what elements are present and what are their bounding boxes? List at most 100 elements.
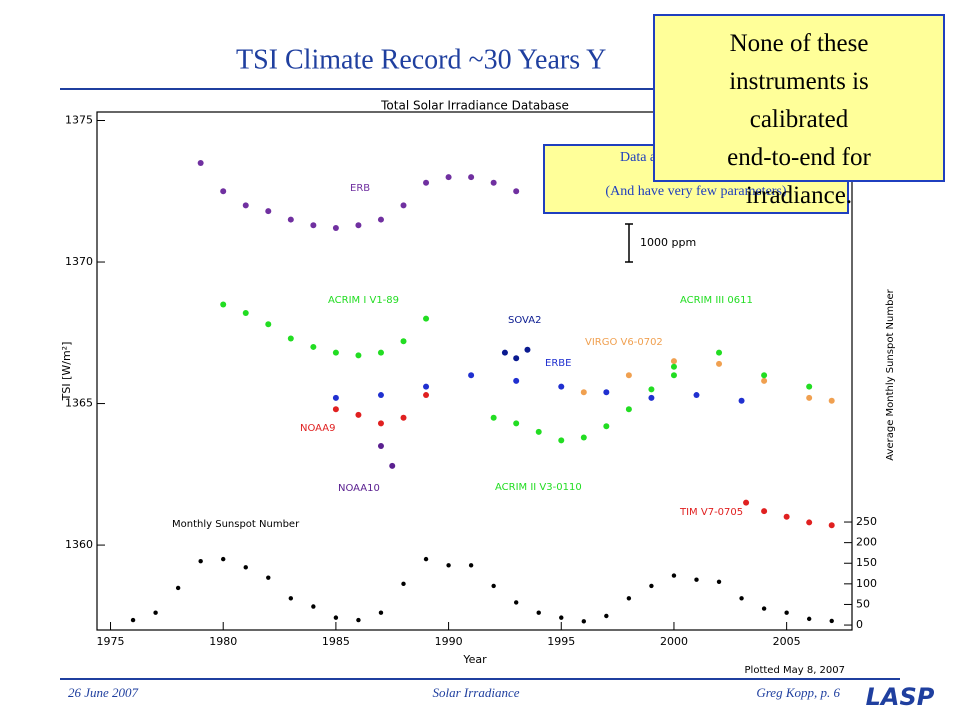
data-point (401, 581, 406, 587)
data-point (625, 406, 632, 413)
slide-title: TSI Climate Record ~30 Years Y (236, 44, 606, 75)
data-point (625, 372, 632, 379)
data-point (265, 208, 272, 215)
data-point (828, 397, 835, 404)
data-point (242, 202, 249, 209)
data-point (806, 616, 812, 622)
data-point (242, 309, 249, 316)
y-tick-label: 1365 (65, 397, 93, 410)
data-point (400, 202, 407, 209)
data-point (332, 394, 339, 401)
y-axis-label: TSI [W/m²] (60, 342, 73, 402)
data-point (603, 423, 610, 430)
data-point (806, 394, 813, 401)
footer-center: Solar Irradiance (432, 685, 519, 700)
data-point (501, 349, 508, 356)
data-point (423, 315, 430, 322)
data-point (198, 558, 203, 564)
data-point (559, 615, 564, 620)
data-point (288, 596, 294, 601)
x-tick-label: 1995 (547, 635, 575, 648)
data-point (603, 389, 610, 396)
data-point (513, 188, 520, 195)
data-point (513, 600, 519, 605)
data-point (355, 352, 362, 359)
data-point (468, 563, 474, 568)
series-label: ERB (350, 183, 370, 194)
scale-bracket (625, 223, 633, 263)
data-point (287, 216, 294, 223)
data-point (355, 222, 362, 229)
data-point (670, 358, 677, 365)
scale-annotation: 1000 ppm (640, 236, 696, 249)
data-point (377, 216, 384, 223)
data-point (580, 434, 587, 441)
data-point (649, 583, 654, 589)
series-label: ERBE (545, 358, 571, 369)
y-tick-label: 1360 (65, 538, 93, 551)
data-point (377, 392, 384, 399)
data-point (558, 383, 565, 390)
data-point (761, 508, 768, 515)
footer-left: 26 June 2007 (68, 685, 139, 700)
data-point (648, 394, 655, 401)
data-point (490, 179, 497, 186)
data-point (558, 437, 565, 444)
data-point (761, 377, 768, 384)
y-tick-label: 1370 (65, 255, 93, 268)
series-label: NOAA10 (338, 483, 380, 494)
y2-tick-label: 150 (856, 556, 877, 569)
data-point (130, 617, 136, 623)
y2-tick-label: 100 (856, 577, 877, 590)
data-point (287, 335, 294, 342)
data-point (332, 225, 339, 232)
data-point (446, 563, 451, 568)
y2-axis-label: Average Monthly Sunspot Number (885, 288, 896, 460)
x-tick-label: 1975 (97, 635, 125, 648)
data-point (332, 349, 339, 356)
data-point (400, 338, 407, 345)
data-point (604, 613, 609, 619)
series-label: ACRIM III 0611 (680, 295, 753, 306)
data-point (581, 619, 587, 624)
y2-tick-label: 0 (856, 618, 863, 631)
data-point (670, 372, 677, 379)
data-point (761, 606, 767, 611)
data-point (265, 321, 272, 328)
y2-tick-label: 50 (856, 597, 870, 610)
data-point (648, 386, 655, 393)
data-point (513, 355, 520, 362)
data-point (221, 556, 226, 562)
data-point (670, 363, 677, 370)
x-tick-label: 1990 (435, 635, 463, 648)
data-point (524, 346, 531, 353)
data-point (806, 519, 813, 526)
data-point (694, 577, 699, 582)
chart-title: Total Solar Irradiance Database (380, 99, 569, 113)
data-point (743, 499, 750, 506)
data-point (536, 610, 541, 615)
data-point (445, 174, 452, 181)
data-point (423, 179, 430, 186)
plot-frame (96, 111, 853, 631)
data-point (693, 392, 700, 399)
data-point (716, 360, 723, 367)
data-point (738, 397, 745, 404)
x-tick-label: 2005 (773, 635, 801, 648)
data-point (535, 428, 542, 435)
data-point (175, 585, 181, 591)
data-point (400, 414, 407, 421)
data-point (761, 372, 768, 379)
data-point (243, 565, 248, 570)
data-point (197, 159, 204, 166)
x-tick-label: 1980 (209, 635, 237, 648)
series-label: ACRIM II V3-0110 (495, 482, 582, 493)
data-point (356, 617, 361, 623)
series-label: VIRGO V6-0702 (585, 337, 663, 348)
y2-tick-label: 200 (856, 536, 877, 549)
data-point (580, 389, 587, 396)
x-axis-label: Year (462, 653, 487, 666)
data-point (513, 377, 520, 384)
logo: LASP (866, 683, 935, 711)
